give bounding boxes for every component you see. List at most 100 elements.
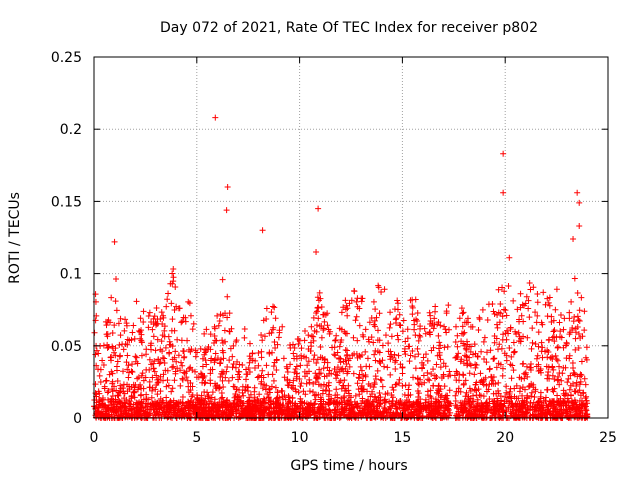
roti-point <box>458 338 465 345</box>
roti-point <box>182 314 189 321</box>
roti-point <box>422 330 429 337</box>
roti-point <box>522 300 529 307</box>
roti-point <box>497 310 504 317</box>
roti-point <box>293 370 300 377</box>
roti-point <box>405 399 412 406</box>
roti-point <box>171 377 178 384</box>
roti-point <box>554 373 561 380</box>
roti-point <box>491 398 498 405</box>
roti-point <box>406 358 413 365</box>
roti-point <box>353 313 360 320</box>
roti-point <box>528 389 535 396</box>
roti-point <box>561 315 568 322</box>
roti-point <box>493 335 500 342</box>
roti-point <box>93 347 100 354</box>
roti-point <box>573 403 580 410</box>
roti-point <box>476 316 483 323</box>
roti-point <box>301 327 308 334</box>
roti-point <box>99 410 106 417</box>
roti-point <box>212 383 219 390</box>
roti-point <box>129 368 136 375</box>
roti-point <box>394 306 401 313</box>
roti-point <box>307 347 314 354</box>
roti-point <box>169 385 176 392</box>
roti-point <box>358 298 365 305</box>
roti-point <box>568 298 575 305</box>
roti-point <box>336 355 343 362</box>
roti-point <box>318 402 325 409</box>
roti-point <box>219 276 226 283</box>
roti-point <box>150 360 157 367</box>
roti-point <box>463 353 470 360</box>
roti-point <box>454 332 461 339</box>
roti-point <box>157 346 164 353</box>
roti-outlier-point <box>506 254 513 261</box>
roti-point <box>396 404 403 411</box>
roti-point <box>574 324 581 331</box>
roti-point <box>328 370 335 377</box>
roti-point <box>468 343 475 350</box>
roti-point <box>379 357 386 364</box>
roti-point <box>207 398 214 405</box>
roti-point <box>358 385 365 392</box>
roti-point <box>325 400 332 407</box>
roti-point <box>177 382 184 389</box>
roti-point <box>392 381 399 388</box>
roti-point <box>371 317 378 324</box>
roti-point <box>266 385 273 392</box>
roti-point <box>218 389 225 396</box>
roti-point <box>323 372 330 379</box>
roti-outlier-point <box>500 150 507 157</box>
roti-point <box>321 410 328 417</box>
roti-point <box>283 404 290 411</box>
roti-point <box>520 360 527 367</box>
roti-point <box>227 345 234 352</box>
roti-point <box>400 317 407 324</box>
roti-point <box>205 404 212 411</box>
roti-point <box>406 343 413 350</box>
roti-point <box>426 328 433 335</box>
roti-point <box>462 377 469 384</box>
roti-point <box>443 329 450 336</box>
roti-point <box>292 409 299 416</box>
roti-point <box>322 386 329 393</box>
roti-point <box>535 368 542 375</box>
roti-point <box>122 316 129 323</box>
roti-point <box>165 401 172 408</box>
roti-point <box>372 375 379 382</box>
roti-point <box>549 363 556 370</box>
roti-point <box>534 312 541 319</box>
roti-point <box>375 282 382 289</box>
roti-point <box>197 400 204 407</box>
roti-point <box>155 356 162 363</box>
roti-point <box>333 375 340 382</box>
roti-point <box>321 355 328 362</box>
roti-point <box>338 309 345 316</box>
roti-point <box>412 365 419 372</box>
roti-point <box>481 334 488 341</box>
roti-point <box>551 338 558 345</box>
roti-point <box>195 411 202 418</box>
roti-point <box>179 318 186 325</box>
roti-point <box>125 369 132 376</box>
roti-point <box>427 312 434 319</box>
roti-point <box>578 294 585 301</box>
roti-point <box>472 361 479 368</box>
roti-point <box>174 365 181 372</box>
roti-point <box>551 376 558 383</box>
roti-point <box>427 400 434 407</box>
roti-point <box>193 374 200 381</box>
roti-point <box>369 401 376 408</box>
roti-point <box>332 392 339 399</box>
x-tick-label: 25 <box>599 430 617 446</box>
roti-point <box>316 289 323 296</box>
roti-point <box>143 351 150 358</box>
roti-point <box>437 364 444 371</box>
roti-point <box>534 352 541 359</box>
roti-point <box>105 388 112 395</box>
roti-point <box>283 411 290 418</box>
roti-point <box>505 330 512 337</box>
roti-point <box>326 391 333 398</box>
roti-point <box>272 344 279 351</box>
